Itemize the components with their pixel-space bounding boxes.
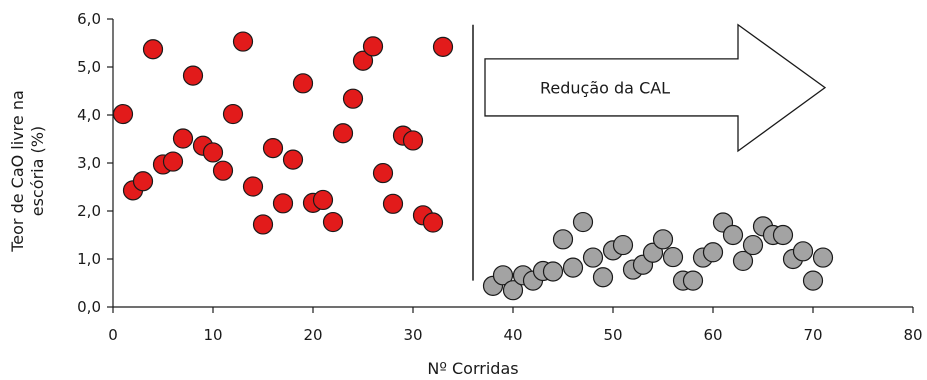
x-tick-label: 10 [203, 326, 222, 344]
x-tick-label: 0 [108, 326, 118, 344]
x-tick-label: 80 [903, 326, 922, 344]
data-point [492, 265, 514, 286]
axes [107, 18, 914, 313]
data-points [112, 31, 834, 301]
data-point [322, 211, 344, 233]
data-point [202, 142, 224, 163]
y-tick-label: 3,0 [77, 154, 101, 172]
data-point [112, 103, 134, 125]
data-point [242, 176, 264, 197]
data-point [722, 224, 744, 246]
data-point [552, 229, 574, 250]
data-point [702, 242, 724, 263]
data-point [542, 261, 564, 282]
data-point [682, 270, 704, 291]
divider-group [472, 23, 827, 281]
y-tick-label: 5,0 [77, 58, 101, 76]
data-point [802, 270, 824, 291]
data-point [252, 214, 274, 235]
x-axis-title: Nº Corridas [427, 359, 518, 378]
y-axis-title-line: Teor de CaO livre na [8, 90, 27, 253]
data-point [362, 36, 384, 57]
data-point [742, 234, 764, 256]
data-point [282, 149, 304, 170]
data-point [182, 65, 204, 86]
data-point [332, 123, 354, 144]
data-point [422, 212, 444, 233]
data-point [812, 247, 834, 268]
data-point [342, 88, 364, 109]
x-tick-label: 30 [403, 326, 422, 344]
x-tick-label: 70 [803, 326, 822, 344]
arrow-shape [484, 23, 827, 153]
data-point [372, 162, 394, 184]
y-tick-label: 6,0 [77, 10, 101, 28]
x-tick-label: 50 [603, 326, 622, 344]
data-point [582, 247, 604, 268]
data-point [142, 39, 164, 60]
y-tick-label: 2,0 [77, 202, 101, 220]
data-point [652, 229, 674, 250]
data-point [562, 257, 584, 278]
data-point [772, 224, 794, 246]
data-point [262, 138, 284, 159]
data-point [272, 193, 294, 214]
data-point [642, 242, 664, 263]
labels: 0,0 1,0 2,0 3,0 4,0 5,0 6,0 0 10 20 30 40 50 60 70 80 Nº… [8, 10, 923, 378]
data-point [312, 189, 334, 211]
x-tick-label: 60 [703, 326, 722, 344]
data-point [212, 160, 234, 181]
data-point [662, 246, 684, 268]
data-point [292, 73, 314, 94]
data-point [502, 280, 524, 301]
data-point [572, 211, 594, 233]
y-tick-label: 0,0 [77, 298, 101, 316]
data-point [232, 31, 254, 52]
arrow-label: Redução da CAL [540, 79, 670, 98]
data-point [732, 250, 754, 272]
data-point [402, 130, 424, 151]
x-tick-label: 40 [503, 326, 522, 344]
y-axis-title-line: escória (%) [28, 126, 47, 216]
y-tick-label: 1,0 [77, 250, 101, 268]
data-point [162, 151, 184, 172]
x-tick-label: 20 [303, 326, 322, 344]
data-point [792, 241, 814, 262]
data-point [132, 171, 154, 192]
data-point [172, 128, 194, 149]
data-point [382, 193, 404, 214]
data-point [612, 234, 634, 256]
data-point [222, 103, 244, 125]
y-tick-label: 4,0 [77, 106, 101, 124]
data-point [592, 267, 614, 288]
data-point [352, 50, 374, 71]
data-point [432, 36, 454, 57]
